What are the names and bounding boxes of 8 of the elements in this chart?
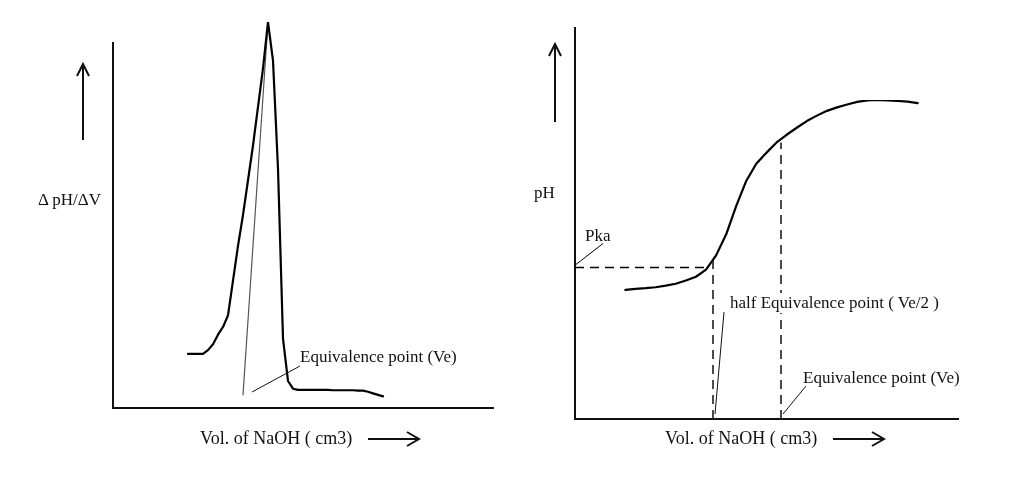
x-axis-title: Vol. of NaOH ( cm3) [200, 428, 353, 449]
annotation: Equivalence point (Ve) [300, 347, 457, 366]
ref-line-label: Pka [585, 226, 611, 246]
x-axis-title: Vol. of NaOH ( cm3) [665, 428, 818, 449]
annotation: Equivalence point (Ve) [803, 368, 960, 387]
y-axis-title: pH [534, 183, 555, 204]
annotation: half Equivalence point ( Ve/2 ) [730, 293, 939, 312]
y-axis-title: Δ pH/ΔV [38, 190, 101, 211]
